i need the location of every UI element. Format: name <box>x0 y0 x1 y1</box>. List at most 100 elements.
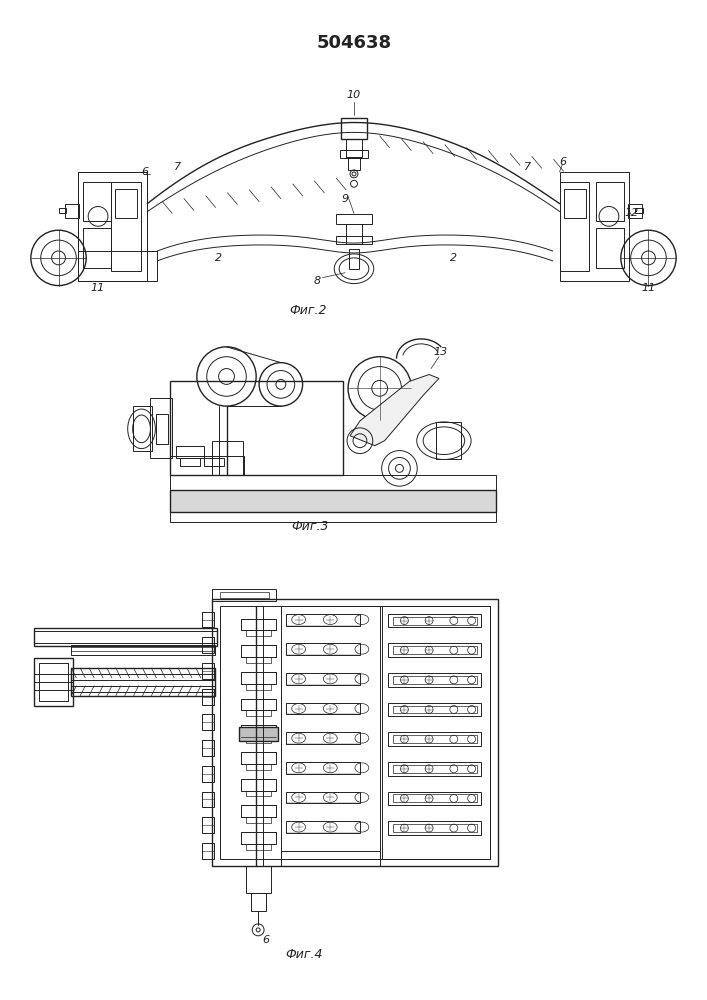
Bar <box>241 645 276 657</box>
Bar <box>246 791 271 796</box>
Bar <box>387 732 481 746</box>
Text: 13: 13 <box>434 347 448 357</box>
Bar <box>246 844 271 850</box>
Bar <box>246 710 271 716</box>
Bar <box>220 606 491 859</box>
Bar <box>246 817 271 823</box>
Bar <box>382 606 491 859</box>
Text: 8: 8 <box>314 276 321 286</box>
Bar <box>246 866 271 893</box>
Bar <box>170 381 343 475</box>
Bar <box>346 224 362 244</box>
Text: Фиг.3: Фиг.3 <box>292 520 329 533</box>
Bar <box>111 182 141 271</box>
Bar <box>392 735 477 743</box>
Bar <box>387 643 481 657</box>
Bar <box>241 805 276 817</box>
Bar <box>170 512 496 522</box>
Text: 7: 7 <box>173 162 181 172</box>
Text: Фиг.4: Фиг.4 <box>285 948 322 961</box>
Bar <box>220 592 269 598</box>
Bar <box>204 458 223 466</box>
Bar <box>241 699 276 710</box>
Bar <box>392 617 477 625</box>
Bar <box>596 228 624 268</box>
Bar <box>346 139 362 157</box>
Bar <box>337 236 372 244</box>
Bar <box>286 762 360 774</box>
Bar <box>387 673 481 687</box>
Text: 11: 11 <box>91 283 105 293</box>
Bar <box>286 614 360 626</box>
Bar <box>170 475 496 490</box>
Text: 12: 12 <box>624 208 639 218</box>
Bar <box>83 182 111 221</box>
Bar <box>39 663 69 701</box>
Bar <box>83 228 111 268</box>
Bar <box>211 599 498 866</box>
Text: 7: 7 <box>525 162 532 172</box>
Bar <box>151 398 173 458</box>
Bar <box>387 614 481 627</box>
Bar <box>241 619 276 630</box>
Bar <box>387 762 481 776</box>
Bar <box>251 893 266 911</box>
Bar <box>564 189 586 218</box>
Bar <box>66 204 79 218</box>
Bar <box>286 673 360 685</box>
Bar <box>635 208 643 213</box>
Bar <box>241 725 276 737</box>
Bar <box>156 414 168 444</box>
Text: 6: 6 <box>141 167 148 177</box>
Bar <box>71 668 215 696</box>
Bar <box>246 764 271 770</box>
Bar <box>201 792 214 807</box>
Bar <box>246 737 271 743</box>
Text: 10: 10 <box>347 90 361 100</box>
Bar <box>34 631 216 643</box>
Bar <box>78 172 148 281</box>
Bar <box>71 645 215 655</box>
Text: Фиг.2: Фиг.2 <box>290 304 327 317</box>
Bar <box>211 589 276 601</box>
Bar <box>201 689 214 705</box>
Bar <box>241 672 276 684</box>
Bar <box>387 821 481 835</box>
Bar <box>170 456 245 475</box>
Bar <box>241 779 276 791</box>
Bar <box>281 606 380 859</box>
Bar <box>281 851 380 866</box>
Bar <box>201 637 214 653</box>
Bar <box>246 657 271 663</box>
Bar <box>286 792 360 803</box>
Bar <box>201 663 214 679</box>
Bar <box>241 832 276 844</box>
Bar <box>340 150 368 158</box>
Bar <box>201 843 214 859</box>
Bar <box>170 490 496 512</box>
Bar <box>392 706 477 713</box>
Bar <box>387 792 481 805</box>
Text: 11: 11 <box>641 283 655 293</box>
Bar <box>286 732 360 744</box>
Bar <box>180 458 200 466</box>
Bar <box>201 740 214 756</box>
Polygon shape <box>350 374 439 446</box>
Bar <box>559 182 589 271</box>
Bar <box>201 817 214 833</box>
Text: 6: 6 <box>559 157 566 167</box>
Bar <box>201 714 214 730</box>
Bar <box>115 189 136 218</box>
Bar <box>286 643 360 655</box>
Bar <box>201 766 214 782</box>
Bar <box>286 703 360 714</box>
Bar <box>392 765 477 773</box>
Bar <box>240 727 278 741</box>
Bar <box>392 824 477 832</box>
Bar <box>133 406 153 451</box>
Text: 504638: 504638 <box>317 34 392 52</box>
Bar <box>392 646 477 654</box>
Text: 9: 9 <box>341 194 349 204</box>
Bar <box>246 684 271 690</box>
Bar <box>436 422 461 459</box>
